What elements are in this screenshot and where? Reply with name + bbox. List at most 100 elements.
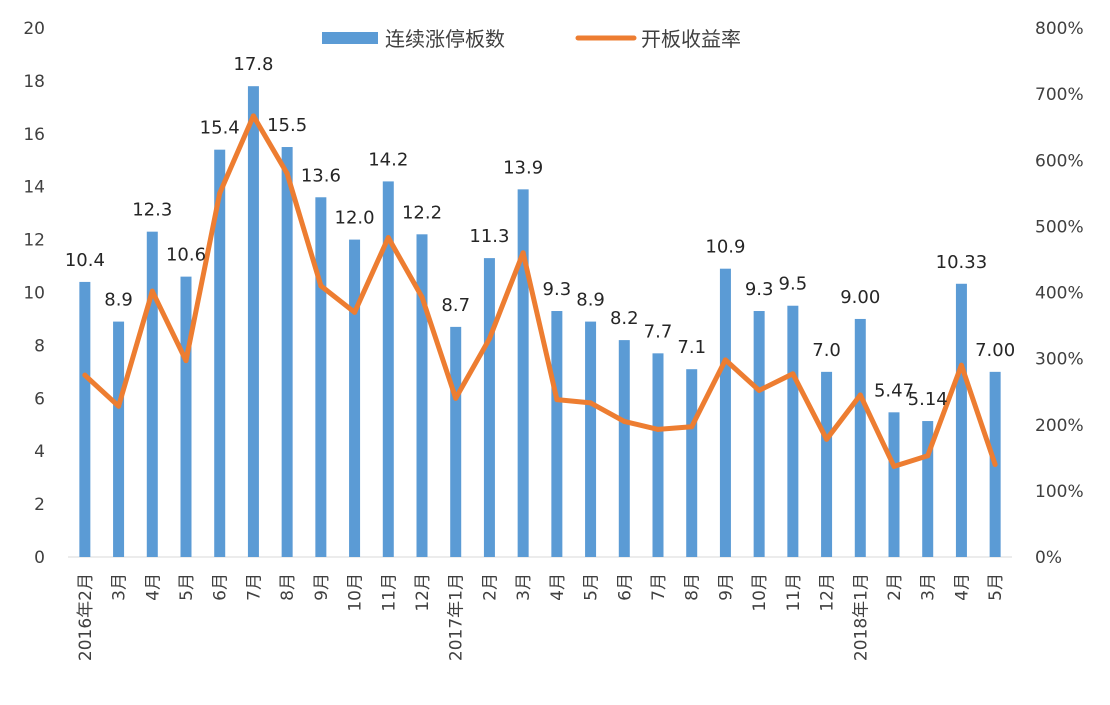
bar [483, 258, 495, 557]
line-point [419, 294, 425, 300]
x-tick-label: 2017年1月 [447, 573, 467, 661]
x-tick-label: 8月 [278, 573, 298, 601]
line-point [857, 392, 863, 398]
bar [888, 412, 900, 557]
bar-data-label: 8.9 [576, 290, 605, 311]
left-y-tick-label: 2 [34, 495, 45, 515]
line-point [891, 463, 897, 469]
bar [753, 311, 765, 557]
bar-data-label: 7.7 [644, 321, 673, 342]
bar-data-label: 13.9 [503, 157, 543, 178]
line-point [82, 372, 88, 378]
bar [382, 181, 394, 557]
legend-line-label: 开板收益率 [641, 27, 741, 51]
bar [585, 321, 597, 557]
line-point [621, 418, 627, 424]
line-point [958, 362, 964, 368]
left-y-tick-label: 0 [34, 548, 45, 568]
bar-data-label: 9.00 [840, 287, 880, 308]
x-tick-label: 7月 [244, 573, 264, 601]
line-point [149, 288, 155, 294]
line-point [689, 424, 695, 430]
line-point [756, 387, 762, 393]
left-y-tick-label: 4 [34, 442, 45, 462]
bar [113, 321, 125, 557]
bar [214, 149, 226, 558]
x-tick-label: 11月 [379, 573, 399, 612]
line-point [824, 436, 830, 442]
line-point [722, 357, 728, 363]
x-tick-label: 3月 [110, 573, 130, 601]
line-point [183, 358, 189, 364]
bar-data-label: 10.33 [936, 252, 988, 273]
bar [146, 231, 158, 558]
x-tick-label: 6月 [211, 573, 231, 601]
bar-data-label: 12.3 [132, 200, 172, 221]
bar-data-label: 7.0 [812, 340, 841, 361]
line-point [217, 190, 223, 196]
bar-data-label: 13.6 [301, 165, 341, 186]
line-point [520, 250, 526, 256]
x-tick-label: 2016年2月 [76, 573, 96, 661]
line-point [385, 235, 391, 241]
x-tick-label: 4月 [143, 573, 163, 601]
bar-data-label: 5.47 [874, 380, 914, 401]
x-tick-label: 10月 [750, 573, 770, 612]
x-tick-label: 2月 [480, 573, 500, 601]
bar-data-label: 8.7 [441, 295, 470, 316]
x-tick-label: 5月 [177, 573, 197, 601]
right-y-tick-label: 600% [1035, 151, 1084, 171]
line-point [925, 453, 931, 459]
bar-data-label: 7.00 [975, 340, 1015, 361]
left-y-tick-label: 12 [23, 231, 45, 251]
right-y-tick-label: 0% [1035, 548, 1062, 568]
bar [247, 86, 259, 557]
bar-data-label: 11.3 [469, 226, 509, 247]
bar [821, 371, 833, 557]
x-tick-label: 12月 [818, 573, 838, 612]
line-path [82, 113, 998, 469]
bar-data-label: 10.4 [65, 250, 105, 271]
legend-bar-label: 连续涨停板数 [385, 27, 505, 51]
bar [955, 283, 967, 557]
x-tick-label: 2018年1月 [851, 573, 871, 661]
bar-data-label: 9.3 [543, 279, 572, 300]
bar-data-label: 10.6 [166, 245, 206, 266]
bar [517, 189, 529, 557]
x-tick-label: 5月 [986, 573, 1006, 601]
bar-data-label: 9.5 [779, 274, 808, 295]
x-tick-label: 6月 [615, 573, 635, 601]
legend: 连续涨停板数 开板收益率 [322, 27, 741, 51]
right-y-tick-label: 800% [1035, 19, 1084, 39]
x-tick-label: 2月 [885, 573, 905, 601]
bar [652, 353, 664, 557]
line-point [655, 426, 661, 432]
left-y-tick-label: 16 [23, 125, 45, 145]
left-y-tick-label: 8 [34, 336, 45, 356]
x-axis-tick-labels: 2016年2月 3月 4月 5月 6月 7月 8月 9月 10月 11月 12月 2017年1月 2月 3… [76, 573, 1006, 661]
bar [787, 305, 799, 557]
bar-data-label: 12.2 [402, 202, 442, 223]
legend-bar-swatch [322, 32, 378, 44]
left-y-tick-label: 14 [23, 178, 45, 198]
bar [618, 340, 630, 557]
line-point [352, 309, 358, 315]
bar [922, 421, 934, 557]
bar-data-label: 5.14 [908, 389, 948, 410]
bar [79, 281, 91, 557]
line-point [453, 395, 459, 401]
bar [281, 147, 293, 557]
right-y-tick-label: 700% [1035, 85, 1084, 105]
bar-data-label: 9.3 [745, 279, 774, 300]
x-tick-label: 9月 [312, 573, 332, 601]
x-tick-label: 10月 [346, 573, 366, 612]
line-point [116, 403, 122, 409]
bar [315, 197, 327, 557]
x-tick-label: 4月 [548, 573, 568, 601]
bar [719, 268, 731, 557]
right-y-tick-label: 400% [1035, 284, 1084, 304]
bar [854, 318, 866, 557]
line-point [250, 113, 256, 119]
bar [551, 311, 563, 557]
